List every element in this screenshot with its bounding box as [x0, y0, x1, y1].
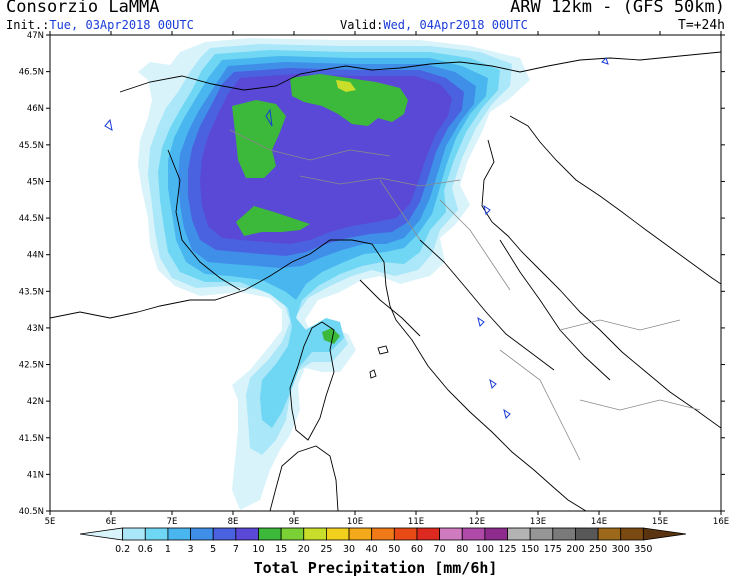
colorbar-level: 10 — [252, 544, 264, 555]
colorbar-level: 30 — [343, 544, 355, 555]
coastlines — [50, 51, 721, 511]
colorbar-swatch — [167, 527, 191, 541]
colorbar-swatch — [575, 527, 599, 541]
colorbar-swatch — [393, 527, 418, 541]
colorbar-swatch — [484, 527, 508, 541]
colorbar-swatch — [371, 527, 395, 541]
longitude-axis: 5E 6E 7E 8E 9E 10E 11E 12E 13E 14E 15E 16E — [45, 31, 729, 527]
colorbar-level: 25 — [320, 544, 332, 555]
valid-value: Wed, 04Apr2018 00UTC — [383, 18, 528, 32]
lon-label: 10E — [347, 517, 363, 527]
colorbar-swatch — [529, 527, 554, 541]
colorbar-level: 40 — [366, 544, 378, 555]
colorbar-level: 7 — [233, 544, 239, 555]
lon-label: 7E — [167, 517, 178, 527]
lat-label: 47N — [27, 31, 44, 41]
lon-label: 5E — [45, 517, 56, 527]
colorbar-level: 20 — [298, 544, 310, 555]
colorbar-level: 50 — [388, 544, 400, 555]
colorbar-swatch — [552, 527, 576, 541]
lat-label: 44.5N — [19, 214, 44, 224]
lakes — [104, 57, 609, 419]
producer-title: Consorzio LaMMA — [6, 0, 160, 17]
valid-time: Valid:Wed, 04Apr2018 00UTC — [340, 18, 528, 32]
colorbar-swatch — [79, 527, 124, 541]
colorbar-level: 80 — [456, 544, 468, 555]
map-frame — [49, 34, 722, 512]
colorbar-swatch — [642, 527, 687, 541]
lon-label: 15E — [652, 517, 668, 527]
colorbar-swatch — [258, 527, 282, 541]
colorbar-level: 3 — [188, 544, 194, 555]
lat-label: 43.5N — [19, 287, 44, 297]
valid-label: Valid: — [340, 18, 384, 32]
colorbar-level: 60 — [411, 544, 423, 555]
lat-label: 43N — [27, 324, 44, 334]
colorbar-level: 300 — [612, 544, 630, 555]
latitude-axis: 47N 46.5N 46N 45.5N 45N 44.5N 44N 43.5N 43N 42.5N… — [19, 31, 725, 517]
colorbar-level: 15 — [275, 544, 287, 555]
colorbar-swatch — [280, 527, 305, 541]
colorbar-level: 0.2 — [115, 544, 130, 555]
colorbar-level: 125 — [498, 544, 516, 555]
colorbar-swatch — [144, 527, 169, 541]
lon-label: 13E — [530, 517, 546, 527]
lat-label: 41N — [27, 470, 44, 480]
colorbar-level: 0.6 — [138, 544, 153, 555]
colorbar-swatch — [461, 527, 486, 541]
colorbar-swatch — [439, 527, 463, 541]
lon-label: 16E — [713, 517, 729, 527]
lat-label: 42.5N — [19, 361, 44, 371]
colorbar-level: 100 — [476, 544, 494, 555]
colorbar-swatch — [597, 527, 622, 541]
lon-label: 6E — [106, 517, 117, 527]
colorbar-swatch — [507, 527, 531, 541]
colorbar: 0.2 0.6 1 3 5 7 10 15 20 25 30 40 50 60 70 80 100 125 150 1… — [79, 527, 687, 555]
lat-label: 46.5N — [19, 68, 44, 78]
lon-label: 12E — [469, 517, 485, 527]
colorbar-swatch — [122, 527, 146, 541]
colorbar-swatch — [325, 527, 350, 541]
lat-label: 45N — [27, 177, 44, 187]
colorbar-swatch — [190, 527, 214, 541]
colorbar-level: 70 — [434, 544, 446, 555]
colorbar-level: 250 — [589, 544, 607, 555]
colorbar-level: 1 — [165, 544, 171, 555]
lat-label: 44N — [27, 251, 44, 261]
colorbar-level: 350 — [634, 544, 652, 555]
init-value: Tue, 03Apr2018 00UTC — [49, 18, 194, 32]
colorbar-level: 175 — [544, 544, 562, 555]
regional-borders — [229, 129, 701, 461]
colorbar-swatch — [620, 527, 644, 541]
model-title: ARW 12km - (GFS 50km) — [510, 0, 725, 17]
lon-label: 14E — [591, 517, 607, 527]
lat-label: 45.5N — [19, 141, 44, 151]
colorbar-level: 200 — [566, 544, 584, 555]
colorbar-level: 150 — [521, 544, 539, 555]
lat-label: 42N — [27, 397, 44, 407]
colorbar-title: Total Precipitation [mm/6h] — [253, 559, 498, 577]
lat-label: 46N — [27, 104, 44, 114]
init-label: Init.: — [6, 18, 50, 32]
precipitation-field — [138, 38, 530, 510]
lon-label: 11E — [408, 517, 424, 527]
lon-label: 9E — [289, 517, 300, 527]
lon-label: 8E — [228, 517, 239, 527]
colorbar-swatch — [212, 527, 237, 541]
lat-label: 40.5N — [19, 507, 44, 517]
colorbar-swatch — [348, 527, 373, 541]
lead-time: T=+24h — [678, 18, 725, 33]
colorbar-swatch — [303, 527, 327, 541]
colorbar-level: 5 — [210, 544, 216, 555]
init-time: Init.:Tue, 03Apr2018 00UTC — [6, 18, 194, 32]
colorbar-swatch — [416, 527, 440, 541]
colorbar-swatch — [235, 527, 259, 541]
lat-label: 41.5N — [19, 434, 44, 444]
